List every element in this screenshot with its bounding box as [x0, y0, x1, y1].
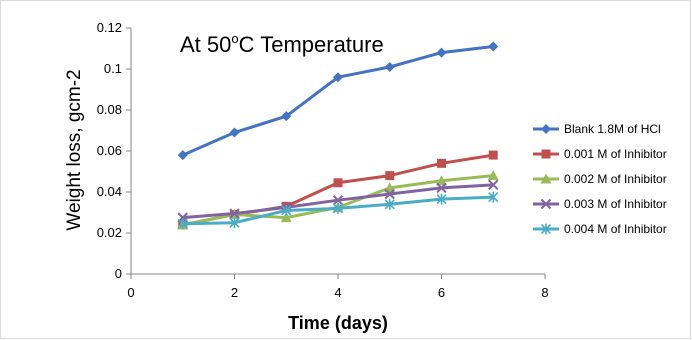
- data-point: [229, 217, 240, 229]
- legend-label: 0.003 M of Inhibitor: [564, 197, 667, 211]
- y-axis-label: Weight loss, gcm-2: [64, 69, 85, 230]
- legend-entry: 0.002 M of Inhibitor: [533, 172, 667, 186]
- chart-title-main: At 50: [180, 32, 231, 57]
- data-point: [384, 188, 395, 200]
- y-tick-label: 0.06: [97, 143, 122, 158]
- series-layer: [177, 41, 499, 230]
- data-point: [488, 179, 499, 191]
- data-point: [332, 202, 344, 214]
- data-point: [541, 149, 551, 159]
- series-5: [177, 191, 499, 230]
- data-point: [488, 41, 499, 52]
- data-point: [437, 158, 446, 168]
- legend: Blank 1.8M of HCl 0.001 M of Inhibitor 0.0…: [533, 122, 667, 236]
- legend-entry: 0.004 M of Inhibitor: [533, 222, 667, 236]
- x-tick-label: 0: [127, 285, 134, 300]
- marker-stroke: [332, 194, 344, 206]
- marker-stroke: [229, 208, 240, 219]
- data-point: [177, 150, 188, 161]
- data-point: [436, 182, 447, 194]
- data-point: [436, 47, 447, 58]
- data-point: [540, 173, 552, 184]
- data-point: [333, 72, 343, 83]
- x-tick-label: 6: [438, 285, 445, 300]
- legend-label: Blank 1.8M of HCl: [564, 122, 661, 136]
- data-point: [384, 61, 395, 72]
- marker-stroke: [488, 179, 499, 191]
- data-point: [540, 223, 552, 235]
- x-tick-label: 8: [541, 285, 548, 300]
- data-point: [541, 124, 551, 134]
- data-point: [488, 150, 498, 160]
- legend-label: 0.004 M of Inhibitor: [564, 222, 667, 236]
- data-point: [436, 175, 447, 186]
- marker-stroke: [384, 188, 395, 200]
- data-point: [280, 212, 292, 223]
- y-tick-label: 0.08: [97, 102, 122, 117]
- data-point: [488, 191, 499, 203]
- chart-title-rest: C Temperature: [239, 32, 384, 57]
- data-point: [281, 204, 292, 216]
- data-point: [487, 170, 499, 181]
- y-tick-label: 0: [115, 266, 122, 281]
- y-tick-label: 0.04: [97, 184, 122, 199]
- legend-label: 0.002 M of Inhibitor: [564, 172, 667, 186]
- chart-title: At 50oC Temperature: [180, 31, 384, 57]
- chart-title-superscript: o: [231, 31, 238, 46]
- x-tick-label: 4: [334, 285, 341, 300]
- y-tick-label: 0.12: [97, 20, 122, 35]
- legend-entry: 0.001 M of Inhibitor: [533, 147, 667, 161]
- data-point: [332, 194, 344, 206]
- axes: 0 0.02 0.04 0.06 0.08 0.1 0.12 0 2 4 6 8: [97, 20, 549, 300]
- data-point: [436, 193, 447, 205]
- data-point: [281, 111, 292, 122]
- data-point: [229, 127, 240, 138]
- y-tick-label: 0.02: [97, 225, 122, 240]
- data-point: [177, 218, 188, 230]
- data-point: [385, 171, 395, 181]
- data-point: [384, 198, 395, 210]
- data-point: [229, 208, 240, 219]
- legend-entry: 0.003 M of Inhibitor: [533, 197, 667, 211]
- marker-stroke: [540, 198, 552, 210]
- x-axis-label: Time (days): [288, 313, 388, 333]
- marker-stroke: [436, 182, 447, 194]
- series-1: [177, 41, 499, 161]
- y-tick-label: 0.1: [104, 61, 122, 76]
- data-point: [540, 198, 552, 210]
- legend-label: 0.001 M of Inhibitor: [564, 147, 667, 161]
- legend-entry: Blank 1.8M of HCl: [533, 122, 661, 136]
- x-tick-label: 2: [231, 285, 238, 300]
- data-point: [333, 178, 343, 188]
